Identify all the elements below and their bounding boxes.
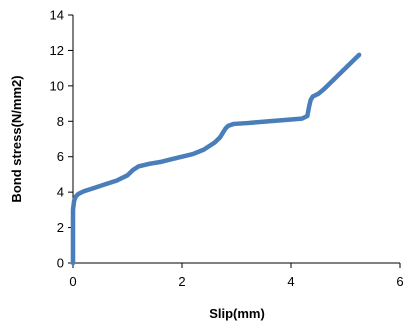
x-tick-label: 2	[178, 274, 185, 289]
y-tick-label: 4	[57, 185, 64, 200]
y-ticks: 0 2 4 6 8 10 12 14	[50, 8, 73, 271]
x-tick-label: 0	[69, 274, 76, 289]
y-tick-label: 12	[50, 43, 64, 58]
x-tick-label: 4	[287, 274, 294, 289]
x-tick-label: 6	[396, 274, 403, 289]
y-tick-label: 10	[50, 78, 64, 93]
y-tick-label: 6	[57, 149, 64, 164]
y-tick-label: 8	[57, 114, 64, 129]
y-tick-label: 0	[57, 256, 64, 271]
x-axis-title: Slip(mm)	[209, 306, 265, 321]
x-ticks: 0 2 4 6	[69, 263, 404, 289]
y-tick-label: 14	[50, 8, 64, 23]
y-axis-title: Bond stress(N/mm2)	[9, 75, 24, 202]
y-tick-label: 2	[57, 220, 64, 235]
series-line	[70, 52, 362, 266]
